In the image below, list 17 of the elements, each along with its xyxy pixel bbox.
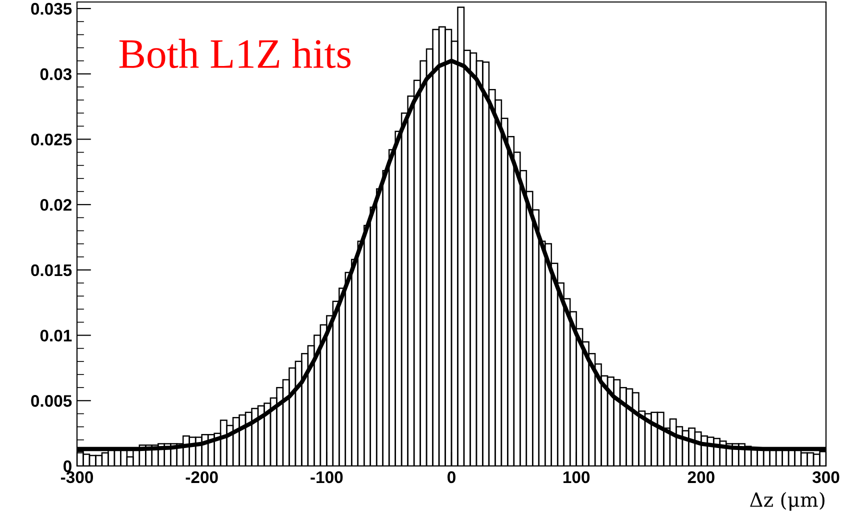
y-tick-label: 0.02 bbox=[40, 198, 72, 211]
x-tick-label: 0 bbox=[448, 471, 456, 484]
y-tick-label: 0.005 bbox=[31, 395, 72, 407]
x-tick-label: -300 bbox=[60, 471, 93, 484]
x-tick-label: -100 bbox=[310, 471, 343, 484]
y-tick-label: 0.015 bbox=[31, 264, 72, 276]
x-tick-label: 300 bbox=[812, 471, 840, 484]
y-tick-label: 0.035 bbox=[31, 2, 72, 15]
y-tick-label: 0.03 bbox=[40, 68, 72, 80]
y-tick-label: 0.025 bbox=[31, 134, 72, 146]
x-tick-label: 200 bbox=[688, 471, 714, 484]
x-tick-label: 100 bbox=[563, 471, 590, 484]
y-tick-label: 0 bbox=[64, 460, 72, 472]
annotation: Both L1Z hits bbox=[119, 38, 350, 68]
x-tick-label: -200 bbox=[186, 471, 218, 484]
y-tick-label: 0.01 bbox=[40, 330, 72, 342]
x-axis-title: Δz (μm) bbox=[750, 492, 824, 511]
